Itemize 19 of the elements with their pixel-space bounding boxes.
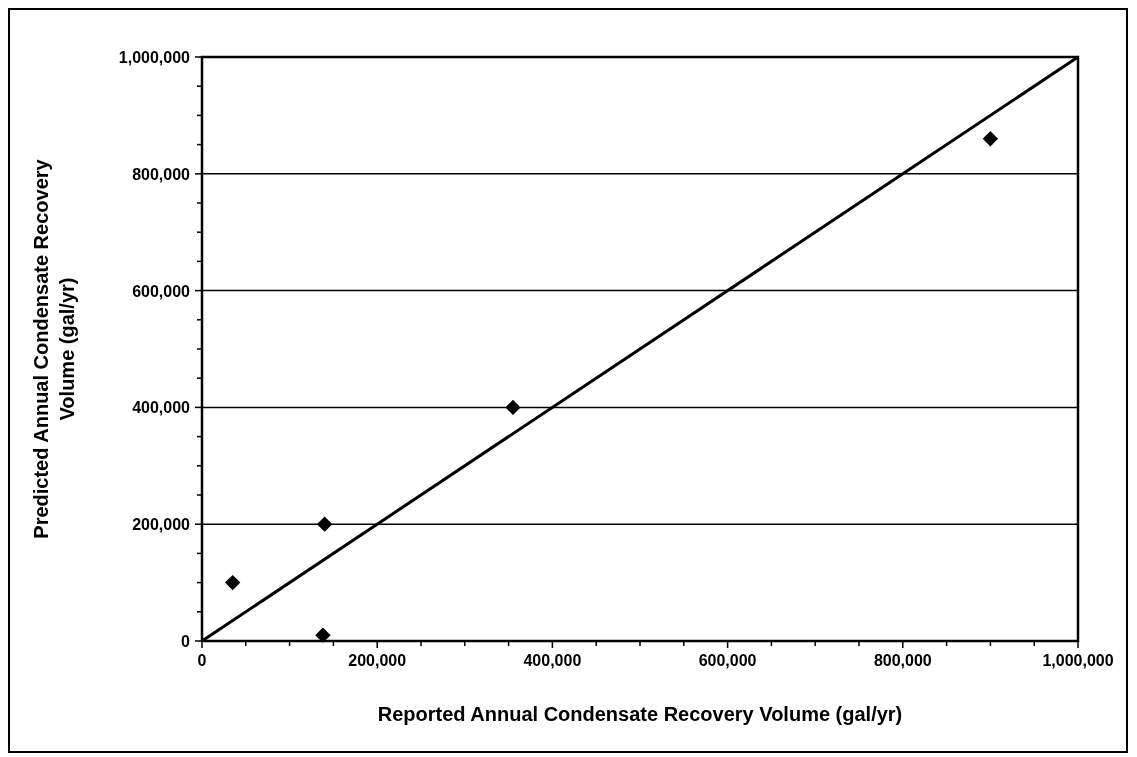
y-axis-title: Predicted Annual Condensate Recovery Volume (gal/yr) bbox=[30, 158, 78, 539]
x-tick-label: 400,000 bbox=[523, 652, 582, 669]
y-tick-label: 600,000 bbox=[132, 282, 191, 300]
x-axis-title: Reported Annual Condensate Recovery Volume (gal/yr) bbox=[377, 703, 903, 725]
point bbox=[316, 516, 333, 532]
y-tick-label: 0 bbox=[181, 633, 191, 650]
point bbox=[982, 131, 999, 147]
point bbox=[224, 574, 241, 591]
y-tick-label: 200,000 bbox=[132, 516, 191, 534]
point bbox=[315, 627, 331, 643]
x-tick-label: 200,000 bbox=[348, 652, 407, 669]
y-tick-label: 1,000,000 bbox=[118, 49, 191, 66]
y-tick-label: 400,000 bbox=[132, 399, 191, 417]
point bbox=[505, 399, 521, 416]
x-tick-label: 800,000 bbox=[873, 652, 932, 669]
x-tick-label: 600,000 bbox=[698, 652, 757, 669]
x-tick-label: 1,000,000 bbox=[1042, 652, 1114, 669]
x-tick-label: 0 bbox=[197, 652, 207, 669]
y-tick-label: 800,000 bbox=[132, 165, 191, 183]
